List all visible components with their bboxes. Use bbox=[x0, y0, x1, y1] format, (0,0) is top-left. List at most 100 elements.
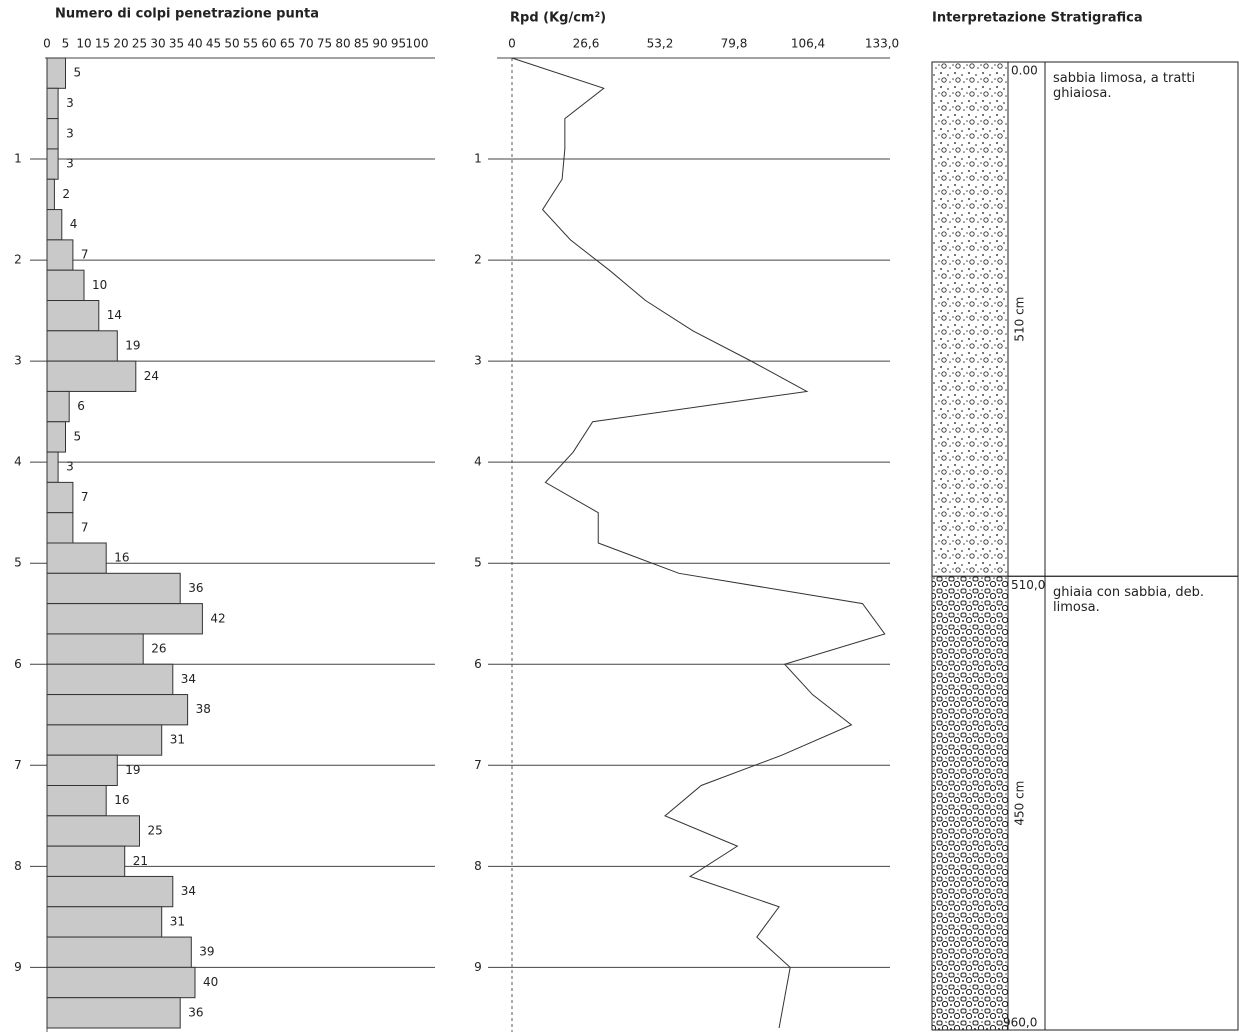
value-label: 14 bbox=[107, 308, 122, 322]
description-text: ghiaia con sabbia, deb. limosa. bbox=[1053, 586, 1204, 616]
value-label: 7 bbox=[81, 490, 89, 504]
value-label: 31 bbox=[170, 733, 185, 747]
bar bbox=[46, 966, 196, 999]
x-tick-label: 90 bbox=[372, 37, 387, 51]
x-tick-label: 20 bbox=[113, 37, 128, 51]
y-tick-label: 9 bbox=[474, 960, 482, 974]
chart-title: Rpd (Kg/cm²) bbox=[510, 11, 606, 26]
layer-fill bbox=[931, 575, 1009, 1031]
y-tick-label: 7 bbox=[14, 758, 22, 772]
value-label: 3 bbox=[66, 126, 74, 140]
bar bbox=[46, 209, 63, 241]
value-label: 19 bbox=[125, 763, 140, 777]
bar bbox=[46, 603, 203, 635]
x-tick-label: 85 bbox=[354, 37, 369, 51]
x-tick-label: 100 bbox=[406, 37, 429, 51]
bar bbox=[46, 906, 163, 938]
bar bbox=[46, 663, 174, 696]
y-tick-label: 4 bbox=[14, 455, 22, 469]
y-tick-label: 1 bbox=[14, 152, 22, 166]
bar bbox=[46, 785, 107, 817]
y-tick-label: 8 bbox=[474, 859, 482, 873]
value-label: 25 bbox=[148, 823, 163, 837]
thickness-label: 510 cm bbox=[1013, 297, 1027, 342]
x-tick-label: 75 bbox=[317, 37, 332, 51]
bar bbox=[46, 633, 144, 665]
bar bbox=[46, 724, 163, 756]
x-tick-label: 35 bbox=[169, 37, 184, 51]
x-tick-label: 65 bbox=[280, 37, 295, 51]
bar bbox=[46, 239, 74, 271]
bar bbox=[46, 451, 59, 483]
bar bbox=[46, 845, 126, 877]
value-label: 34 bbox=[181, 672, 196, 686]
x-tick-label: 50 bbox=[224, 37, 239, 51]
bar bbox=[46, 875, 174, 908]
depth-label: 0.00 bbox=[1011, 64, 1038, 78]
bar bbox=[46, 694, 189, 726]
x-tick-label: 55 bbox=[243, 37, 258, 51]
x-tick-label: 70 bbox=[298, 37, 313, 51]
x-tick-label: 79,8 bbox=[721, 37, 748, 51]
x-tick-label: 15 bbox=[95, 37, 110, 51]
layer-description: ghiaia con sabbia, deb. limosa. bbox=[1053, 586, 1204, 616]
bar bbox=[46, 390, 70, 423]
layer-fill bbox=[931, 61, 1009, 577]
value-label: 3 bbox=[66, 96, 74, 110]
value-label: 21 bbox=[133, 854, 148, 868]
bar bbox=[46, 360, 137, 392]
value-label: 36 bbox=[188, 1005, 203, 1019]
bar bbox=[46, 754, 118, 786]
bar bbox=[46, 421, 66, 453]
y-tick-label: 6 bbox=[14, 657, 22, 671]
x-tick-label: 26,6 bbox=[573, 37, 600, 51]
x-tick-label: 5 bbox=[62, 37, 70, 51]
y-tick-label: 9 bbox=[14, 960, 22, 974]
bar bbox=[46, 57, 66, 89]
value-label: 5 bbox=[74, 66, 82, 80]
thickness-label: 450 cm bbox=[1013, 781, 1027, 826]
depth-label: 960,0 bbox=[1003, 1016, 1037, 1030]
bar bbox=[46, 118, 59, 150]
y-tick-label: 2 bbox=[474, 253, 482, 267]
x-tick-label: 60 bbox=[261, 37, 276, 51]
chart-title: Numero di colpi penetrazione punta bbox=[55, 7, 319, 22]
value-label: 42 bbox=[210, 611, 225, 625]
value-label: 7 bbox=[81, 520, 89, 534]
y-tick-label: 8 bbox=[14, 859, 22, 873]
bar bbox=[46, 542, 107, 574]
x-tick-label: 106,4 bbox=[791, 37, 825, 51]
value-label: 39 bbox=[199, 945, 214, 959]
value-label: 16 bbox=[114, 793, 129, 807]
value-label: 40 bbox=[203, 975, 218, 989]
value-label: 10 bbox=[92, 278, 107, 292]
x-tick-label: 0 bbox=[43, 37, 51, 51]
x-tick-label: 25 bbox=[132, 37, 147, 51]
value-label: 7 bbox=[81, 248, 89, 262]
x-tick-label: 30 bbox=[150, 37, 165, 51]
y-tick-label: 6 bbox=[474, 657, 482, 671]
bar bbox=[46, 512, 74, 544]
value-label: 38 bbox=[196, 702, 211, 716]
bar bbox=[46, 178, 55, 211]
value-label: 6 bbox=[77, 399, 85, 413]
layer-box bbox=[1007, 61, 1239, 577]
y-tick-label: 2 bbox=[14, 253, 22, 267]
layer-box bbox=[1007, 575, 1239, 1031]
x-tick-label: 95 bbox=[391, 37, 406, 51]
y-tick-label: 5 bbox=[14, 556, 22, 570]
bar bbox=[46, 269, 85, 301]
value-label: 16 bbox=[114, 551, 129, 565]
value-label: 36 bbox=[188, 581, 203, 595]
value-label: 2 bbox=[62, 187, 70, 201]
x-tick-label: 40 bbox=[187, 37, 202, 51]
y-tick-label: 3 bbox=[474, 354, 482, 368]
y-tick-label: 7 bbox=[474, 758, 482, 772]
y-tick-label: 1 bbox=[474, 152, 482, 166]
bar bbox=[46, 815, 140, 847]
bar bbox=[46, 148, 59, 180]
value-label: 19 bbox=[125, 338, 140, 352]
x-tick-label: 53,2 bbox=[647, 37, 674, 51]
depth-label: 510,0 bbox=[1011, 578, 1045, 592]
